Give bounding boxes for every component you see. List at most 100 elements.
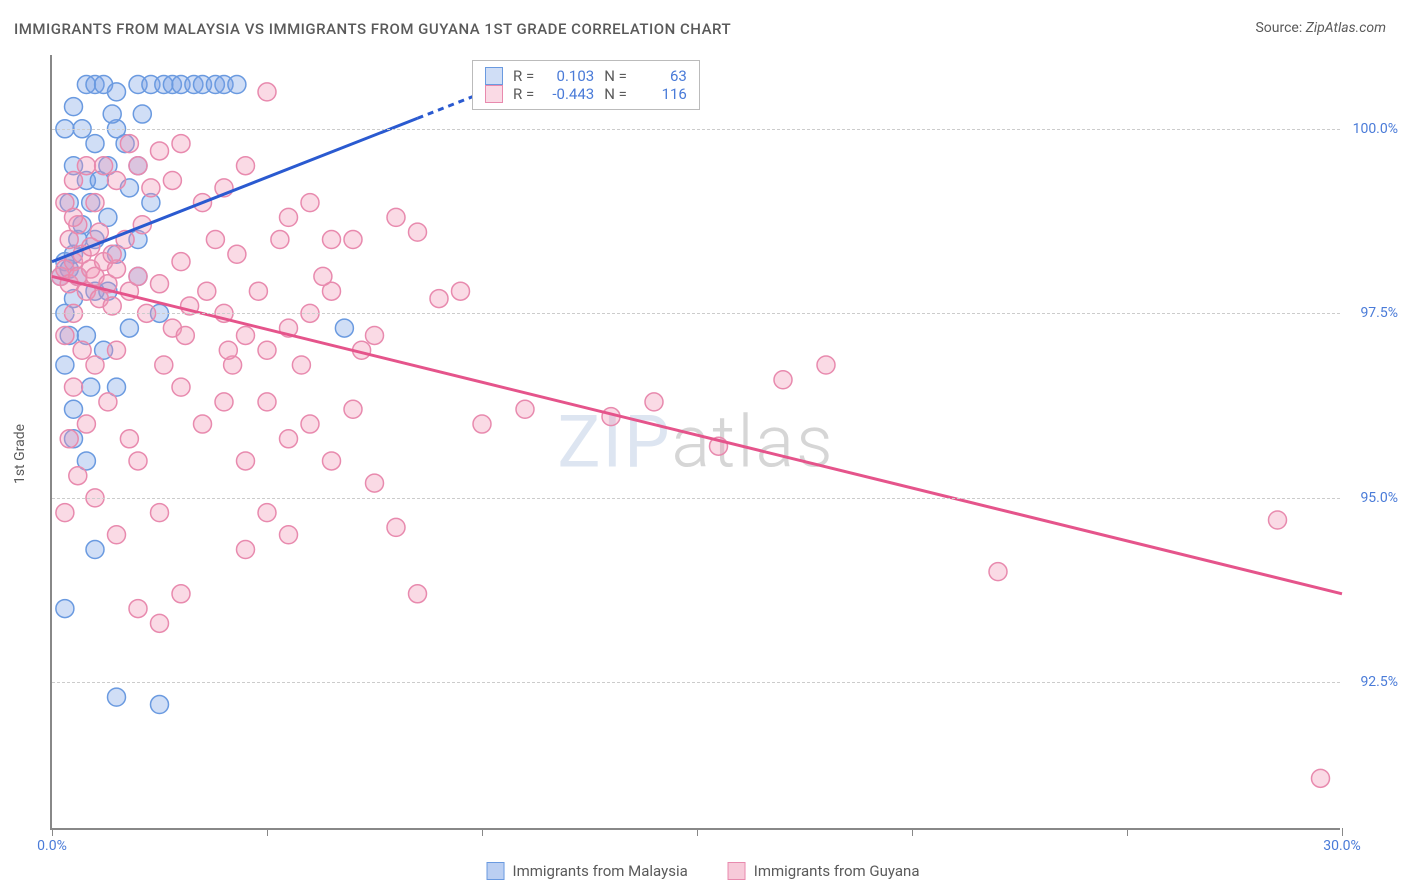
data-point (817, 356, 835, 374)
x-tick (1342, 828, 1343, 836)
legend-label: Immigrants from Malaysia (513, 862, 688, 880)
stats-legend-box: R =0.103N =63R = -0.443 N = 116 (472, 60, 700, 110)
source-attribution: Source: ZipAtlas.com (1255, 20, 1386, 36)
stat-n-value: 116 (637, 85, 687, 103)
data-point (86, 541, 104, 559)
data-point (409, 585, 427, 603)
data-point (280, 430, 298, 448)
stats-legend-row: R =0.103N =63 (485, 67, 687, 85)
chart-title: IMMIGRANTS FROM MALAYSIA VS IMMIGRANTS F… (14, 20, 731, 38)
data-point (77, 157, 95, 175)
data-point (292, 356, 310, 374)
data-point (151, 696, 169, 714)
data-point (237, 541, 255, 559)
data-point (301, 415, 319, 433)
data-point (151, 504, 169, 522)
stat-n-label: N = (604, 67, 627, 85)
data-point (142, 179, 160, 197)
data-point (86, 194, 104, 212)
data-point (129, 600, 147, 618)
data-point (280, 208, 298, 226)
data-point (99, 393, 117, 411)
x-tick (52, 828, 53, 836)
y-tick-label: 97.5% (1360, 305, 1398, 321)
data-point (194, 415, 212, 433)
y-axis-title: 1st Grade (12, 424, 28, 484)
data-point (409, 223, 427, 241)
gridline-h (52, 313, 1340, 314)
data-point (120, 430, 138, 448)
data-point (108, 341, 126, 359)
x-tick (1127, 828, 1128, 836)
data-point (516, 400, 534, 418)
data-point (60, 430, 78, 448)
data-point (120, 135, 138, 153)
x-tick (482, 828, 483, 836)
data-point (228, 76, 246, 94)
data-point (323, 452, 341, 470)
data-point (323, 231, 341, 249)
gridline-h (52, 682, 1340, 683)
data-point (335, 319, 353, 337)
legend-swatch (487, 862, 505, 880)
legend-swatch (485, 67, 503, 85)
data-point (129, 157, 147, 175)
stats-legend-row: R =-0.443N =116 (485, 85, 687, 103)
data-point (989, 563, 1007, 581)
data-point (280, 526, 298, 544)
data-point (387, 518, 405, 536)
y-tick-label: 92.5% (1360, 674, 1398, 690)
data-point (206, 231, 224, 249)
x-tick (267, 828, 268, 836)
data-point (228, 245, 246, 263)
x-tick (697, 828, 698, 836)
gridline-h (52, 129, 1340, 130)
data-point (69, 467, 87, 485)
legend-bottom: Immigrants from Malaysia Immigrants from … (487, 862, 920, 880)
data-point (86, 135, 104, 153)
data-point (56, 356, 74, 374)
data-point (172, 378, 190, 396)
data-point (387, 208, 405, 226)
legend-label: Immigrants from Guyana (754, 862, 920, 880)
data-point (103, 245, 121, 263)
x-tick-label: 0.0% (37, 838, 67, 854)
stat-r-label: R = (513, 85, 534, 103)
data-point (366, 474, 384, 492)
data-point (172, 135, 190, 153)
data-point (65, 400, 83, 418)
data-point (774, 371, 792, 389)
legend-swatch (485, 85, 503, 103)
legend-swatch (728, 862, 746, 880)
data-point (237, 157, 255, 175)
plot-svg (52, 55, 1340, 828)
data-point (108, 526, 126, 544)
data-point (129, 452, 147, 470)
data-point (237, 452, 255, 470)
data-point (90, 223, 108, 241)
data-point (1312, 769, 1330, 787)
data-point (430, 290, 448, 308)
data-point (82, 378, 100, 396)
data-point (215, 393, 233, 411)
data-point (65, 98, 83, 116)
data-point (151, 614, 169, 632)
source-link[interactable]: ZipAtlas.com (1306, 20, 1386, 36)
data-point (73, 341, 91, 359)
data-point (56, 326, 74, 344)
legend-item: Immigrants from Guyana (728, 862, 920, 880)
stat-r-value: -0.443 (544, 85, 594, 103)
data-point (172, 585, 190, 603)
gridline-h (52, 498, 1340, 499)
data-point (108, 83, 126, 101)
data-point (258, 504, 276, 522)
plot-area: ZIPatlas 92.5%95.0%97.5%100.0%0.0%30.0%R… (50, 55, 1340, 830)
data-point (344, 231, 362, 249)
y-tick-label: 95.0% (1360, 490, 1398, 506)
data-point (163, 171, 181, 189)
data-point (645, 393, 663, 411)
data-point (237, 326, 255, 344)
data-point (129, 267, 147, 285)
data-point (151, 275, 169, 293)
data-point (301, 194, 319, 212)
